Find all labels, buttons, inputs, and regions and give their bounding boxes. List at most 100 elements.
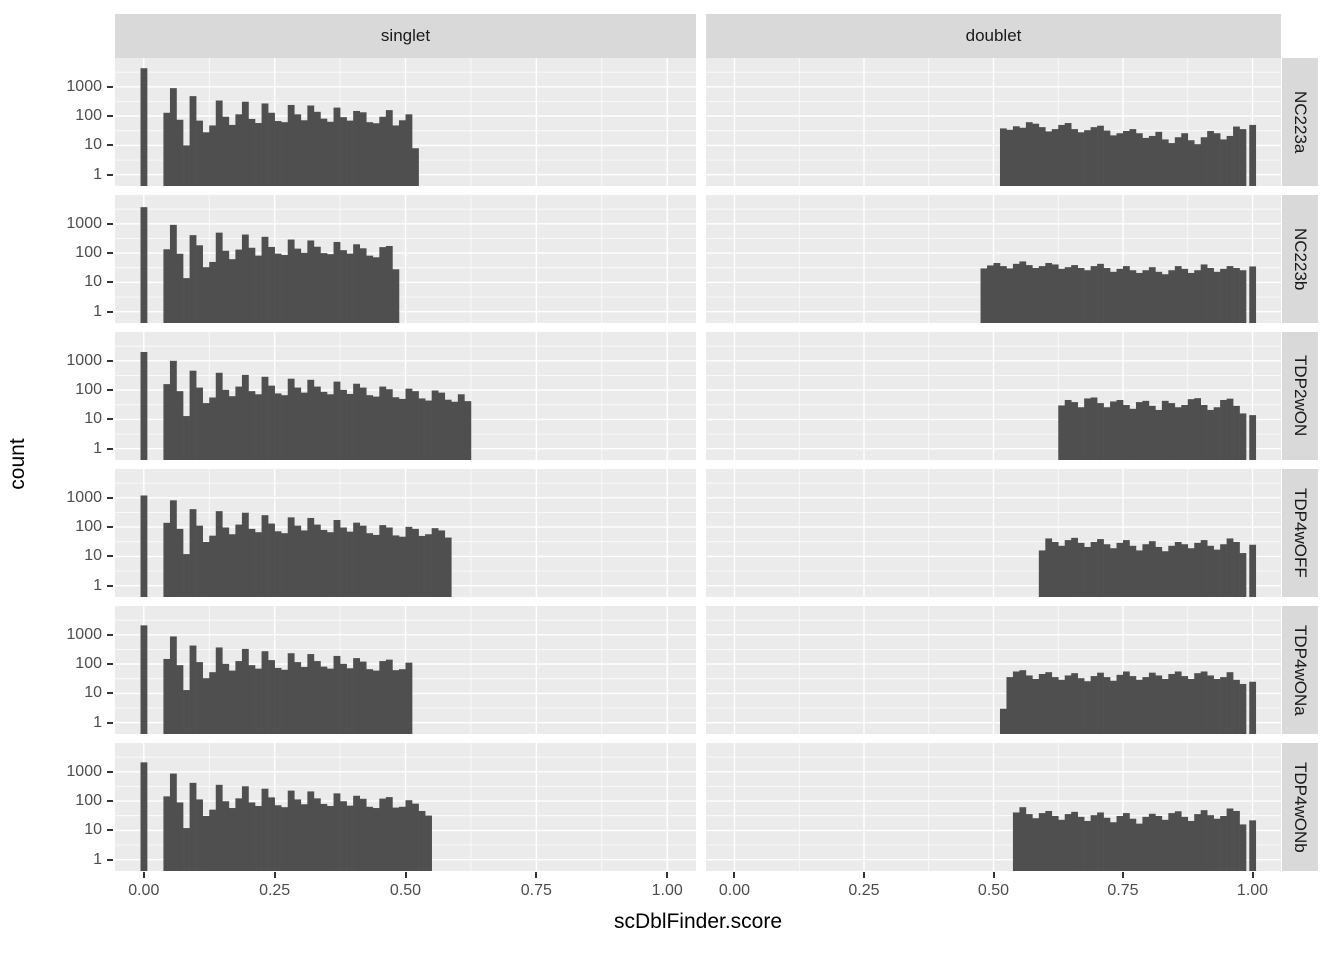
panel-tdp4woff-singlet bbox=[115, 469, 696, 602]
y-tick-label: 1 bbox=[93, 165, 102, 183]
histogram-plot-area bbox=[115, 195, 696, 323]
x-tick-label: 0.50 bbox=[977, 882, 1010, 899]
x-tick-mark bbox=[862, 872, 865, 878]
y-tick-mark bbox=[107, 447, 113, 450]
y-tick-label: 1000 bbox=[66, 351, 102, 369]
y-tick-mark bbox=[107, 418, 113, 421]
histogram-plot-area bbox=[706, 606, 1281, 734]
facet-strip-doublet: doublet bbox=[706, 14, 1281, 58]
y-tick-label: 100 bbox=[75, 655, 102, 673]
y-tick-label: 1000 bbox=[66, 77, 102, 95]
x-tick-label: 0.25 bbox=[259, 882, 291, 899]
facet-strip-row-tdp2won: TDP2wON bbox=[1282, 332, 1318, 460]
y-tick-mark bbox=[107, 584, 113, 587]
x-tick-label: 1.00 bbox=[651, 882, 683, 899]
x-tick-label: 1.00 bbox=[1236, 882, 1269, 899]
x-tick-label: 0.25 bbox=[848, 882, 880, 899]
y-tick-label: 1000 bbox=[66, 214, 102, 232]
histogram-plot-area bbox=[706, 58, 1281, 186]
y-tick-mark bbox=[107, 389, 113, 392]
y-tick-mark bbox=[107, 858, 113, 861]
y-tick-mark bbox=[107, 496, 113, 499]
facet-strip-row-tdp4wona: TDP4wONa bbox=[1282, 606, 1318, 734]
histogram-plot-area bbox=[115, 469, 696, 597]
panel-nc223a-singlet bbox=[115, 58, 696, 191]
y-tick-label: 1 bbox=[93, 302, 102, 320]
x-tick-label: 0.50 bbox=[389, 882, 422, 899]
panel-tdp4wona-doublet bbox=[706, 606, 1281, 739]
y-tick-mark bbox=[107, 526, 113, 529]
y-tick-label: 10 bbox=[84, 547, 102, 565]
x-tick-label: 0.00 bbox=[128, 882, 160, 899]
histogram-plot-area bbox=[115, 606, 696, 734]
y-tick-mark bbox=[107, 281, 113, 284]
x-tick-mark bbox=[142, 872, 145, 878]
panel-nc223b-doublet bbox=[706, 195, 1281, 328]
y-tick-mark bbox=[107, 115, 113, 118]
y-tick-mark bbox=[107, 555, 113, 558]
histogram-plot-area bbox=[115, 58, 696, 186]
facet-row-label: TDP4wONa bbox=[1291, 624, 1310, 716]
x-tick-mark bbox=[666, 872, 669, 878]
panel-tdp4wonb-singlet bbox=[115, 743, 696, 876]
y-tick-label: 10 bbox=[84, 684, 102, 702]
y-tick-mark bbox=[107, 173, 113, 176]
panel-tdp4wona-singlet bbox=[115, 606, 696, 739]
y-tick-mark bbox=[107, 829, 113, 832]
y-tick-label: 1000 bbox=[66, 488, 102, 506]
y-tick-label: 100 bbox=[75, 518, 102, 536]
facet-row-label: TDP2wON bbox=[1291, 355, 1310, 437]
panel-tdp4woff-doublet bbox=[706, 469, 1281, 602]
x-tick-label: 0.75 bbox=[520, 882, 552, 899]
y-tick-label: 10 bbox=[84, 821, 102, 839]
y-tick-label: 100 bbox=[75, 244, 102, 262]
histogram-plot-area bbox=[115, 332, 696, 460]
x-tick-mark bbox=[535, 872, 538, 878]
y-tick-label: 1000 bbox=[66, 762, 102, 780]
x-tick-mark bbox=[733, 872, 736, 878]
facet-strip-singlet-label: singlet bbox=[380, 26, 431, 45]
facet-strip-doublet-label: doublet bbox=[965, 26, 1022, 45]
x-tick-mark bbox=[1251, 872, 1254, 878]
histogram-plot-area bbox=[115, 743, 696, 871]
x-tick-label: 0.00 bbox=[718, 882, 751, 899]
panel-tdp2won-singlet bbox=[115, 332, 696, 465]
y-tick-label: 1 bbox=[93, 850, 102, 868]
y-tick-mark bbox=[107, 800, 113, 803]
y-tick-label: 1 bbox=[93, 713, 102, 731]
x-tick-label: 0.75 bbox=[1107, 882, 1139, 899]
y-tick-label: 10 bbox=[84, 136, 102, 154]
panel-nc223a-doublet bbox=[706, 58, 1281, 191]
x-tick-mark bbox=[404, 872, 407, 878]
facet-strip-singlet: singlet bbox=[115, 14, 696, 58]
y-tick-label: 1000 bbox=[66, 625, 102, 643]
y-tick-label: 10 bbox=[84, 273, 102, 291]
panel-tdp2won-doublet bbox=[706, 332, 1281, 465]
y-tick-mark bbox=[107, 770, 113, 773]
y-tick-label: 1 bbox=[93, 576, 102, 594]
y-tick-mark bbox=[107, 144, 113, 147]
panel-nc223b-singlet bbox=[115, 195, 696, 328]
y-tick-mark bbox=[107, 633, 113, 636]
panel-tdp4wonb-doublet bbox=[706, 743, 1281, 876]
facet-strip-row-nc223a: NC223a bbox=[1282, 58, 1318, 186]
histogram-plot-area bbox=[706, 332, 1281, 460]
y-tick-mark bbox=[107, 359, 113, 362]
y-tick-label: 100 bbox=[75, 381, 102, 399]
facet-row-label: TDP4wONb bbox=[1291, 761, 1310, 853]
facet-row-label: NC223b bbox=[1291, 227, 1310, 291]
histogram-plot-area bbox=[706, 469, 1281, 597]
y-tick-mark bbox=[107, 663, 113, 666]
x-tick-mark bbox=[992, 872, 995, 878]
y-tick-label: 10 bbox=[84, 410, 102, 428]
facet-strip-row-tdp4wonb: TDP4wONb bbox=[1282, 743, 1318, 871]
y-tick-mark bbox=[107, 252, 113, 255]
y-tick-mark bbox=[107, 721, 113, 724]
y-tick-mark bbox=[107, 85, 113, 88]
facet-strip-row-tdp4woff: TDP4wOFF bbox=[1282, 469, 1318, 597]
facet-strip-row-nc223b: NC223b bbox=[1282, 195, 1318, 323]
x-axis-title: scDblFinder.score bbox=[613, 910, 783, 933]
histogram-plot-area bbox=[706, 743, 1281, 871]
y-tick-mark bbox=[107, 692, 113, 695]
